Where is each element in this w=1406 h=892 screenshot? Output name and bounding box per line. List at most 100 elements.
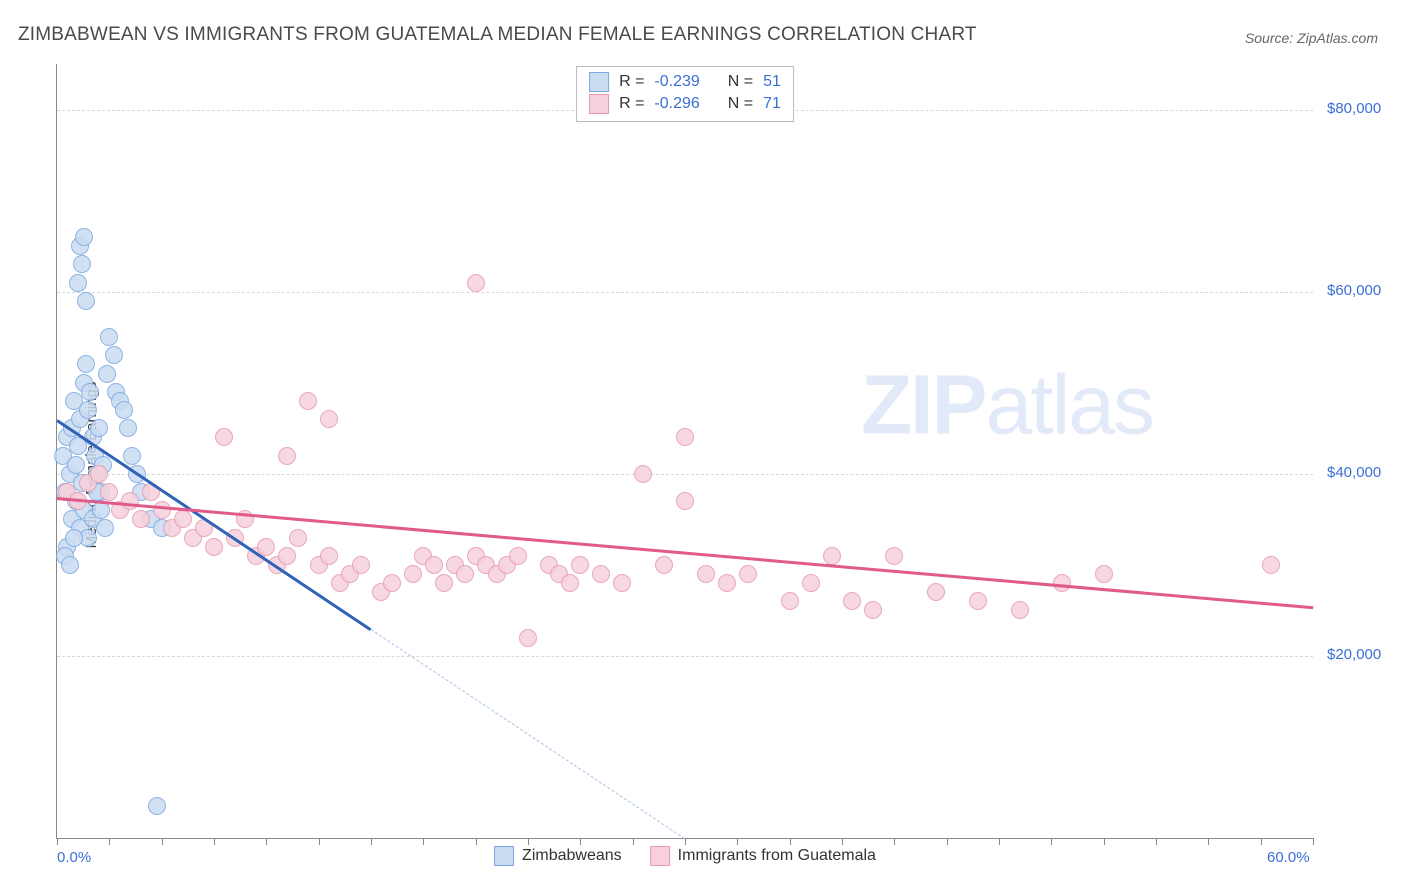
data-point (79, 401, 97, 419)
data-point (174, 510, 192, 528)
x-tick (685, 838, 686, 845)
x-tick (109, 838, 110, 845)
data-point (718, 574, 736, 592)
x-tick (633, 838, 634, 845)
data-point (739, 565, 757, 583)
x-tick (580, 838, 581, 845)
swatch-icon (589, 94, 609, 114)
data-point (843, 592, 861, 610)
data-point (509, 547, 527, 565)
x-tick (947, 838, 948, 845)
data-point (613, 574, 631, 592)
trend-line (371, 629, 686, 839)
x-tick (790, 838, 791, 845)
swatch-icon (494, 846, 514, 866)
data-point (69, 274, 87, 292)
data-point (299, 392, 317, 410)
data-point (676, 492, 694, 510)
data-point (61, 556, 79, 574)
chart-container: Median Female Earnings ZIPatlas R = -0.2… (18, 60, 1388, 870)
data-point (77, 355, 95, 373)
data-point (257, 538, 275, 556)
x-tick (57, 838, 58, 845)
x-tick (1051, 838, 1052, 845)
data-point (697, 565, 715, 583)
data-point (105, 346, 123, 364)
data-point (121, 492, 139, 510)
data-point (289, 529, 307, 547)
legend-item-guatemala: Immigrants from Guatemala (650, 846, 876, 866)
data-point (75, 228, 93, 246)
data-point (153, 501, 171, 519)
data-point (781, 592, 799, 610)
x-tick (1261, 838, 1262, 845)
data-point (1095, 565, 1113, 583)
x-tick (1156, 838, 1157, 845)
x-tick-label: 60.0% (1267, 849, 1310, 866)
data-point (1262, 556, 1280, 574)
data-point (969, 592, 987, 610)
data-point (132, 510, 150, 528)
data-point (77, 292, 95, 310)
data-point (519, 629, 537, 647)
data-point (100, 483, 118, 501)
x-tick (894, 838, 895, 845)
data-point (123, 447, 141, 465)
data-point (320, 410, 338, 428)
data-point (278, 447, 296, 465)
data-point (592, 565, 610, 583)
x-tick (1208, 838, 1209, 845)
data-point (215, 428, 233, 446)
data-point (561, 574, 579, 592)
data-point (885, 547, 903, 565)
data-point (90, 465, 108, 483)
data-point (205, 538, 223, 556)
swatch-icon (589, 72, 609, 92)
correlation-legend: R = -0.239 N = 51 R = -0.296 N = 71 (576, 66, 794, 122)
y-tick-label: $80,000 (1327, 100, 1381, 117)
data-point (115, 401, 133, 419)
x-tick (737, 838, 738, 845)
data-point (320, 547, 338, 565)
plot-area: ZIPatlas R = -0.239 N = 51 R = -0.296 N … (56, 64, 1313, 839)
y-tick-label: $20,000 (1327, 646, 1381, 663)
data-point (404, 565, 422, 583)
data-point (571, 556, 589, 574)
legend-item-zimbabweans: Zimbabweans (494, 846, 622, 866)
data-point (823, 547, 841, 565)
data-point (864, 601, 882, 619)
x-tick (162, 838, 163, 845)
gridline (57, 292, 1313, 293)
data-point (67, 456, 85, 474)
data-point (73, 255, 91, 273)
series-legend: Zimbabweans Immigrants from Guatemala (494, 846, 876, 866)
legend-row-zimbabweans: R = -0.239 N = 51 (589, 71, 781, 93)
x-tick (423, 838, 424, 845)
data-point (98, 365, 116, 383)
data-point (100, 328, 118, 346)
x-tick (528, 838, 529, 845)
data-point (383, 574, 401, 592)
data-point (90, 419, 108, 437)
y-tick-label: $60,000 (1327, 282, 1381, 299)
watermark: ZIPatlas (861, 356, 1153, 453)
data-point (467, 274, 485, 292)
data-point (927, 583, 945, 601)
x-tick (476, 838, 477, 845)
data-point (676, 428, 694, 446)
x-tick (319, 838, 320, 845)
data-point (81, 383, 99, 401)
data-point (96, 519, 114, 537)
data-point (119, 419, 137, 437)
data-point (456, 565, 474, 583)
data-point (1011, 601, 1029, 619)
data-point (634, 465, 652, 483)
swatch-icon (650, 846, 670, 866)
trend-line (57, 497, 1313, 609)
source-label: Source: ZipAtlas.com (1245, 30, 1378, 46)
x-tick-label: 0.0% (57, 849, 91, 866)
x-tick (266, 838, 267, 845)
legend-row-guatemala: R = -0.296 N = 71 (589, 93, 781, 115)
x-tick (1104, 838, 1105, 845)
data-point (425, 556, 443, 574)
